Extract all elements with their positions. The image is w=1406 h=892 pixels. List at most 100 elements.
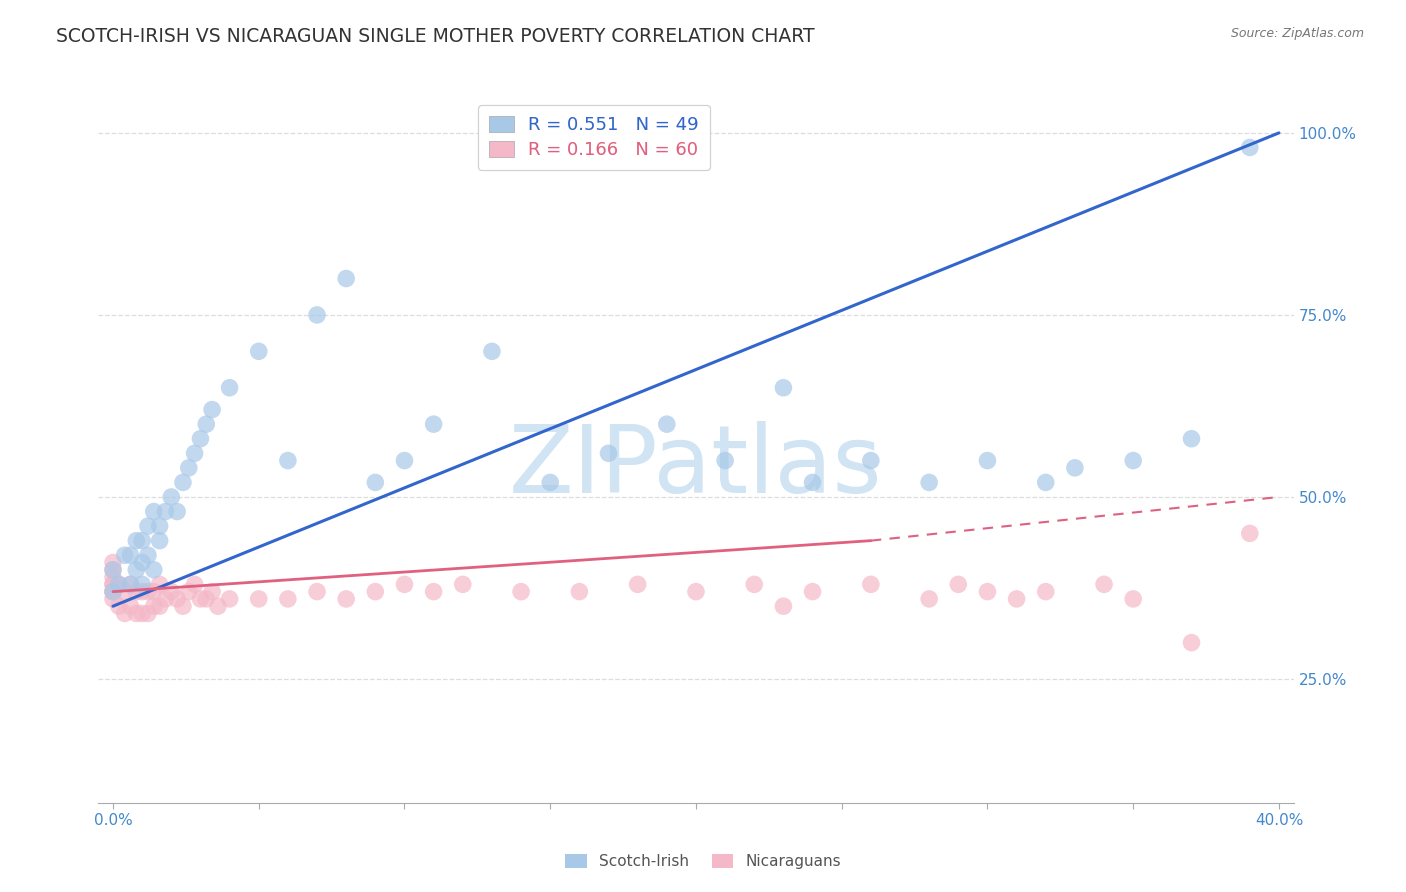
Text: SCOTCH-IRISH VS NICARAGUAN SINGLE MOTHER POVERTY CORRELATION CHART: SCOTCH-IRISH VS NICARAGUAN SINGLE MOTHER…: [56, 27, 815, 45]
Point: [131, 584, 153, 599]
Point: [183, 577, 205, 591]
Point: [149, 577, 172, 591]
Point: [101, 556, 124, 570]
Point: [160, 584, 183, 599]
Point: [142, 584, 165, 599]
Point: [364, 475, 387, 490]
Point: [655, 417, 678, 432]
Text: Source: ZipAtlas.com: Source: ZipAtlas.com: [1230, 27, 1364, 40]
Point: [859, 453, 882, 467]
Point: [101, 563, 124, 577]
Point: [1122, 453, 1144, 467]
Point: [142, 599, 165, 614]
Point: [101, 584, 124, 599]
Point: [142, 563, 165, 577]
Point: [918, 475, 941, 490]
Point: [131, 577, 153, 591]
Point: [131, 607, 153, 621]
Point: [101, 584, 124, 599]
Point: [394, 577, 416, 591]
Point: [422, 584, 444, 599]
Point: [948, 577, 970, 591]
Point: [160, 490, 183, 504]
Point: [742, 577, 765, 591]
Point: [627, 577, 650, 591]
Point: [976, 453, 998, 467]
Point: [201, 584, 224, 599]
Point: [120, 548, 142, 562]
Point: [125, 607, 148, 621]
Point: [101, 577, 124, 591]
Point: [177, 460, 200, 475]
Point: [101, 570, 124, 584]
Point: [108, 599, 131, 614]
Point: [172, 599, 194, 614]
Point: [172, 475, 194, 490]
Point: [685, 584, 707, 599]
Point: [108, 577, 131, 591]
Point: [598, 446, 620, 460]
Point: [131, 556, 153, 570]
Point: [247, 344, 270, 359]
Point: [166, 504, 188, 518]
Point: [136, 584, 159, 599]
Point: [155, 591, 177, 606]
Point: [976, 584, 998, 599]
Point: [335, 591, 357, 606]
Point: [101, 563, 124, 577]
Legend: R = 0.551   N = 49, R = 0.166   N = 60: R = 0.551 N = 49, R = 0.166 N = 60: [478, 105, 710, 169]
Point: [190, 432, 212, 446]
Point: [183, 446, 205, 460]
Point: [125, 533, 148, 548]
Point: [155, 504, 177, 518]
Point: [120, 577, 142, 591]
Point: [568, 584, 591, 599]
Point: [277, 453, 299, 467]
Point: [510, 584, 533, 599]
Point: [1064, 460, 1087, 475]
Point: [918, 591, 941, 606]
Point: [277, 591, 299, 606]
Point: [1180, 635, 1202, 649]
Point: [120, 599, 142, 614]
Point: [305, 584, 328, 599]
Point: [1035, 584, 1057, 599]
Point: [136, 519, 159, 533]
Point: [114, 548, 136, 562]
Point: [247, 591, 270, 606]
Point: [1092, 577, 1115, 591]
Point: [422, 417, 444, 432]
Point: [714, 453, 737, 467]
Point: [136, 607, 159, 621]
Point: [136, 548, 159, 562]
Point: [101, 577, 124, 591]
Point: [1005, 591, 1028, 606]
Text: ZIPatlas: ZIPatlas: [509, 421, 883, 514]
Point: [1180, 432, 1202, 446]
Point: [195, 591, 218, 606]
Point: [801, 475, 824, 490]
Point: [218, 591, 240, 606]
Point: [394, 453, 416, 467]
Point: [305, 308, 328, 322]
Point: [859, 577, 882, 591]
Point: [149, 519, 172, 533]
Point: [801, 584, 824, 599]
Point: [190, 591, 212, 606]
Point: [142, 504, 165, 518]
Point: [131, 533, 153, 548]
Point: [101, 591, 124, 606]
Point: [207, 599, 229, 614]
Point: [108, 577, 131, 591]
Point: [538, 475, 561, 490]
Legend: Scotch-Irish, Nicaraguans: Scotch-Irish, Nicaraguans: [560, 848, 846, 875]
Point: [481, 344, 503, 359]
Point: [335, 271, 357, 285]
Point: [195, 417, 218, 432]
Point: [125, 563, 148, 577]
Point: [1239, 140, 1261, 154]
Point: [451, 577, 474, 591]
Point: [218, 381, 240, 395]
Point: [1035, 475, 1057, 490]
Point: [1239, 526, 1261, 541]
